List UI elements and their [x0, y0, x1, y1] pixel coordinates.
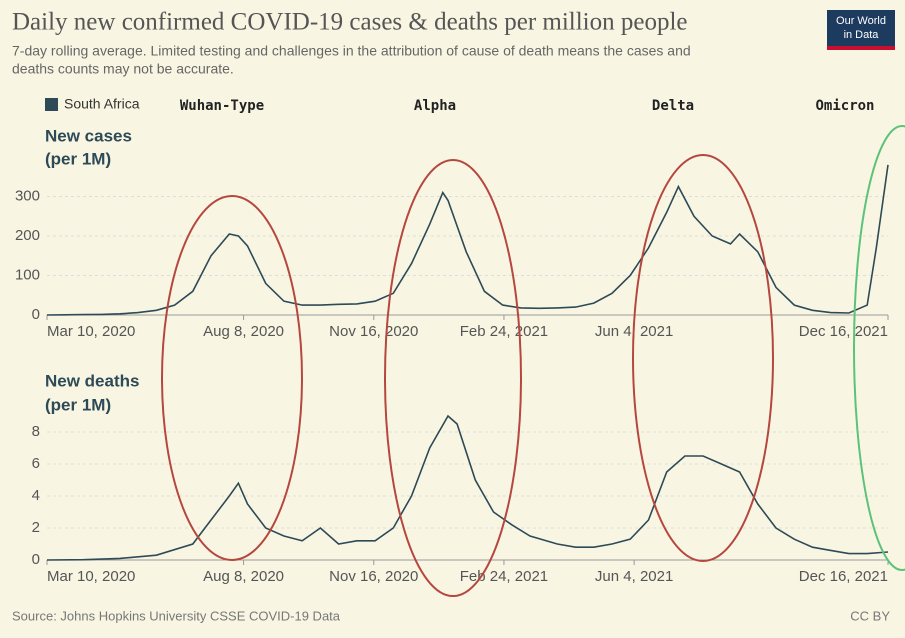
x-tick-label: Jun 4, 2021	[595, 568, 673, 585]
chart-title: Daily new confirmed COVID-19 cases & dea…	[12, 9, 688, 36]
x-tick-label: Nov 16, 2020	[329, 568, 418, 585]
y-tick-label: 100	[15, 266, 40, 283]
highlight-circles	[161, 125, 905, 597]
annotation: Wuhan-Type	[180, 98, 264, 114]
highlight-ellipse	[853, 125, 905, 571]
highlight-ellipse	[632, 154, 774, 562]
license: CC BY	[850, 608, 890, 623]
annotation: Omicron	[815, 98, 874, 114]
legend-label: South Africa	[64, 96, 140, 112]
y-axis-label: New deaths	[45, 371, 139, 390]
x-tick-label: Mar 10, 2020	[47, 568, 135, 585]
x-tick-label: Feb 24, 2021	[460, 323, 548, 340]
x-tick-label: Aug 8, 2020	[203, 323, 284, 340]
x-tick-label: Dec 16, 2021	[799, 568, 888, 585]
y-tick-label: 4	[32, 487, 40, 504]
legend-swatch	[45, 98, 58, 111]
logo-text: Our World	[836, 15, 886, 27]
source: Source: Johns Hopkins University CSSE CO…	[12, 608, 341, 623]
line	[46, 414, 889, 561]
y-tick-label: 2	[32, 519, 40, 536]
line	[46, 164, 889, 316]
y-tick-label: 0	[32, 551, 40, 568]
logo-bar	[827, 46, 895, 50]
y-tick-label: 0	[32, 306, 40, 323]
logo	[827, 10, 895, 50]
subtitle: deaths counts may not be accurate.	[12, 61, 234, 77]
y-axis-label: (per 1M)	[45, 149, 111, 168]
y-tick-label: 6	[32, 455, 40, 472]
annotation: Delta	[652, 98, 694, 114]
x-tick-label: Feb 24, 2021	[460, 568, 548, 585]
subtitle: 7-day rolling average. Limited testing a…	[12, 43, 691, 59]
x-tick-label: Mar 10, 2020	[47, 323, 135, 340]
logo-text: in Data	[844, 29, 880, 41]
y-tick-label: 8	[32, 423, 40, 440]
highlight-ellipse	[161, 195, 303, 561]
annotation: Alpha	[414, 98, 456, 114]
x-tick-label: Aug 8, 2020	[203, 568, 284, 585]
x-tick-label: Nov 16, 2020	[329, 323, 418, 340]
y-tick-label: 300	[15, 187, 40, 204]
y-tick-label: 200	[15, 227, 40, 244]
y-axis-label: (per 1M)	[45, 395, 111, 414]
x-tick-label: Dec 16, 2021	[799, 323, 888, 340]
y-axis-label: New cases	[45, 126, 132, 145]
highlight-ellipse	[384, 159, 522, 597]
